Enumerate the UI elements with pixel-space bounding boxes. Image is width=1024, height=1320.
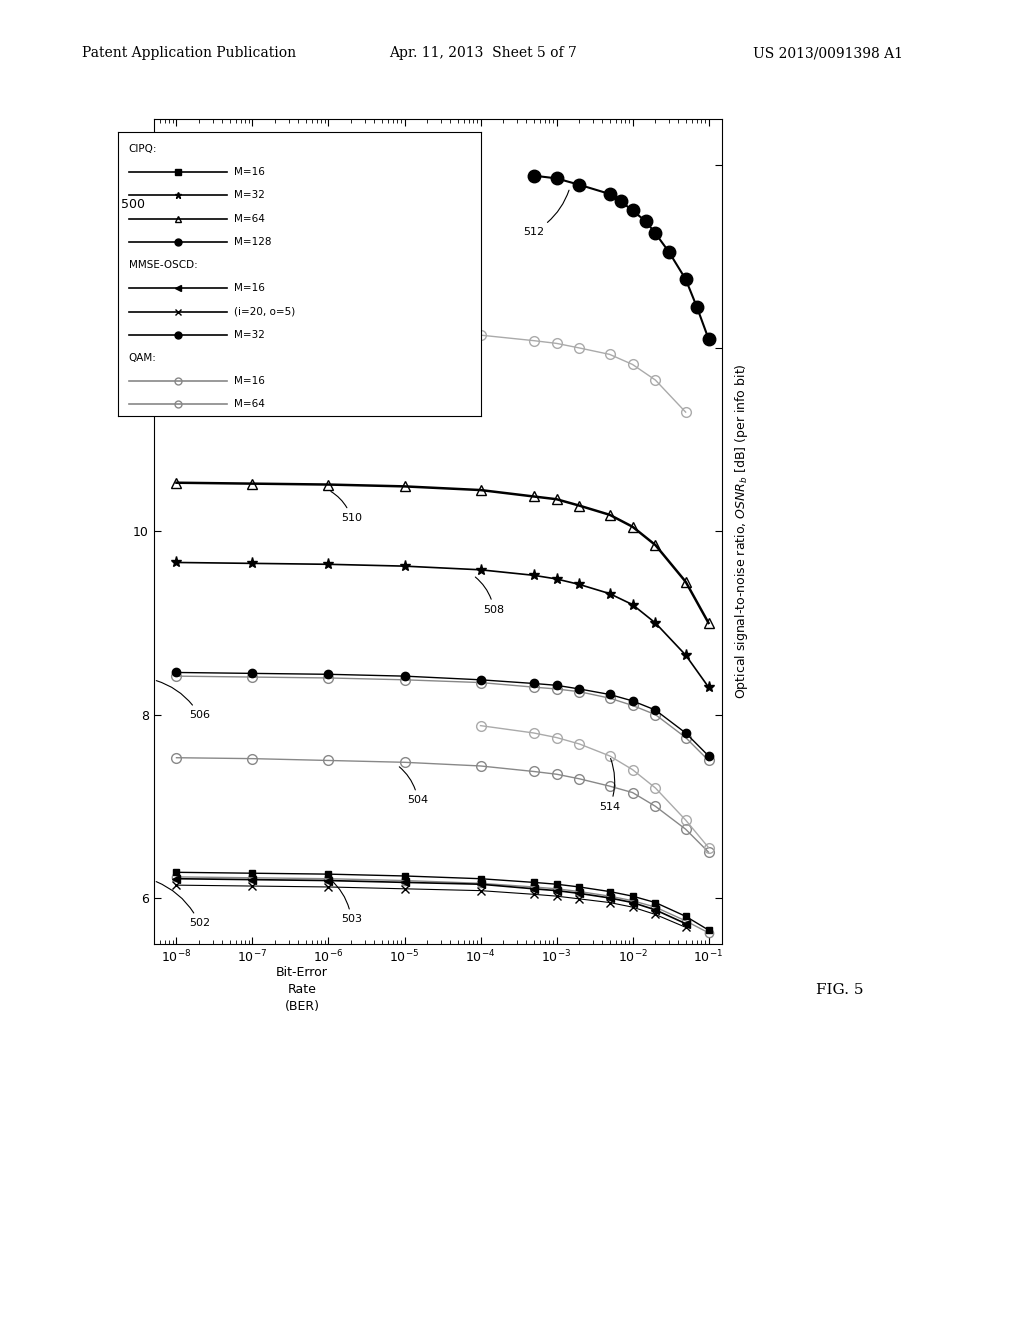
Text: M=32: M=32 xyxy=(234,190,265,201)
Text: US 2013/0091398 A1: US 2013/0091398 A1 xyxy=(753,46,902,61)
Text: CIPQ:: CIPQ: xyxy=(129,144,157,154)
Text: 514: 514 xyxy=(599,759,621,812)
Y-axis label: Optical signal-to-noise ratio, $OSNR_b$ [dB] (per info bit): Optical signal-to-noise ratio, $OSNR_b$ … xyxy=(733,363,750,700)
Text: QAM:: QAM: xyxy=(129,352,157,363)
Text: 504: 504 xyxy=(399,767,428,805)
Text: 502: 502 xyxy=(157,882,210,928)
Text: M=64: M=64 xyxy=(234,400,265,409)
Text: 508: 508 xyxy=(475,577,505,615)
Text: 500: 500 xyxy=(121,198,144,211)
Text: Bit-Error
Rate
(BER): Bit-Error Rate (BER) xyxy=(276,966,328,1014)
Text: 510: 510 xyxy=(331,491,361,523)
Text: M=16: M=16 xyxy=(234,284,265,293)
Text: 516: 516 xyxy=(384,342,438,404)
Text: M=32: M=32 xyxy=(234,330,265,339)
Text: MMSE-OSCD:: MMSE-OSCD: xyxy=(129,260,198,271)
Text: M=16: M=16 xyxy=(234,168,265,177)
Text: Apr. 11, 2013  Sheet 5 of 7: Apr. 11, 2013 Sheet 5 of 7 xyxy=(389,46,577,61)
Text: Patent Application Publication: Patent Application Publication xyxy=(82,46,296,61)
Text: 506: 506 xyxy=(157,681,210,719)
Text: FIG. 5: FIG. 5 xyxy=(816,983,863,998)
Text: 512: 512 xyxy=(523,190,569,238)
Text: M=128: M=128 xyxy=(234,236,271,247)
Text: $R_s$=31.25 GS/s: $R_s$=31.25 GS/s xyxy=(367,434,443,447)
Text: (i=20, o=5): (i=20, o=5) xyxy=(234,306,295,317)
Text: M=64: M=64 xyxy=(234,214,265,223)
Text: M=16: M=16 xyxy=(234,376,265,387)
Text: 503: 503 xyxy=(331,879,361,924)
